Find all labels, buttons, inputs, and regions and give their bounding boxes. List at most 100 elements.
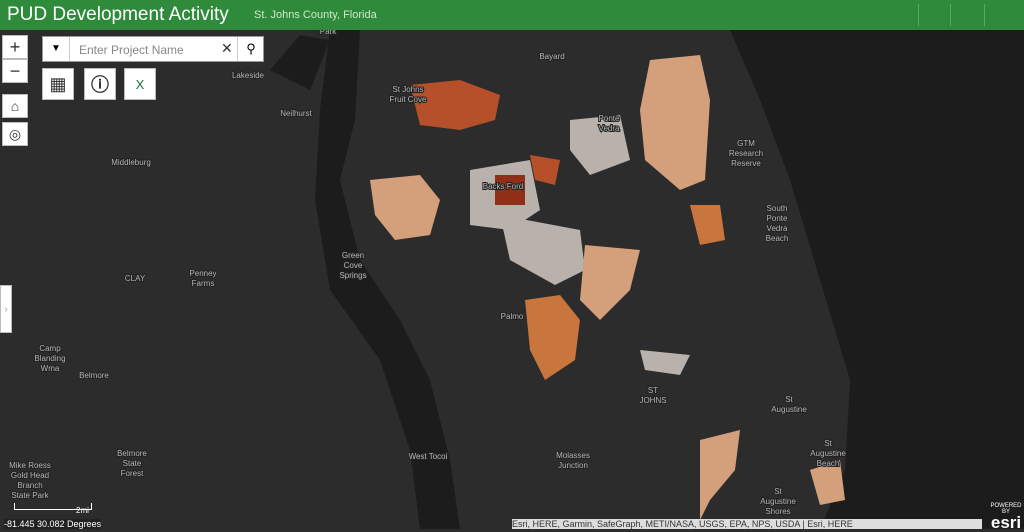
parcel	[570, 115, 630, 175]
place-label-line: St	[824, 439, 832, 448]
place-label-line: Cove	[344, 261, 363, 270]
place-label-line: Shores	[765, 507, 790, 516]
place-label-line: CLAY	[125, 274, 146, 283]
parcel	[810, 460, 845, 505]
place-label: St Johns Fruit Cove	[390, 85, 427, 104]
place-label-line: Bayard	[539, 52, 564, 61]
buildings-tool[interactable]	[950, 4, 973, 26]
layers-button[interactable]: ▦	[42, 68, 74, 100]
place-label-line: Palmo	[501, 312, 524, 321]
place-label-line: Ponte	[599, 114, 620, 123]
place-label-line: St	[774, 487, 782, 496]
parcel	[690, 205, 725, 245]
place-label-line: Blanding	[34, 354, 65, 363]
place-label: St Augustine	[771, 395, 807, 414]
place-label-line: South	[767, 204, 788, 213]
parcel	[370, 175, 440, 240]
search-button[interactable]: ⚲	[237, 37, 264, 61]
place-label-line: St Johns	[392, 85, 423, 94]
zoom-out[interactable]: −	[2, 59, 28, 83]
grid-tool[interactable]	[984, 4, 1007, 26]
place-label-line: West Tocoi	[409, 452, 448, 461]
place-label-line: Forest	[121, 469, 144, 478]
place-label-line: Neilhurst	[280, 109, 312, 118]
zoom-in[interactable]: +	[2, 35, 28, 59]
place-label-line: Fruit Cove	[390, 95, 427, 104]
place-label-line: Research	[729, 149, 763, 158]
scale-bar	[14, 503, 92, 510]
place-label-line: Mike Roess	[9, 461, 51, 470]
place-label-line: Wma	[41, 364, 60, 373]
parcel	[700, 430, 740, 520]
header: PUD Development Activity St. Johns Count…	[0, 0, 1024, 30]
home-tool[interactable]	[918, 4, 941, 26]
place-label: Middleburg	[111, 158, 151, 167]
parcel	[495, 175, 525, 205]
parcel	[580, 245, 640, 320]
place-label: ST JOHNS	[639, 386, 666, 405]
place-label: Park	[320, 27, 337, 36]
place-label: Palmo	[501, 312, 524, 321]
parcel	[500, 215, 585, 285]
parcel	[640, 350, 690, 375]
place-label: South Ponte Vedra Beach	[766, 204, 789, 243]
ocean	[730, 30, 1024, 529]
place-label: Penney Farms	[189, 269, 216, 288]
clear-button[interactable]: ✕	[221, 40, 233, 56]
pud-parcels	[370, 55, 845, 520]
esri-logo: esri	[990, 513, 1022, 532]
place-label-line: Gold Head	[11, 471, 49, 480]
side-toggle[interactable]: ›	[0, 285, 12, 333]
place-label-line: JOHNS	[639, 396, 666, 405]
place-label: Backs Ford	[483, 182, 523, 191]
powered-by: POWERED BY esri	[988, 503, 1024, 531]
place-label: Belmore State Forest	[117, 449, 147, 478]
place-label-line: GTM	[737, 139, 755, 148]
place-label: Ponte Vedra	[599, 114, 620, 133]
info-button[interactable]: ⓘ	[84, 68, 116, 100]
place-label-line: Branch	[17, 481, 42, 490]
place-label-line: Backs Ford	[483, 182, 523, 191]
place-label-line: Augustine	[771, 405, 807, 414]
scale-label: 2mi	[76, 506, 89, 515]
place-label: St Augustine Beach	[810, 439, 846, 468]
place-label-line: Lakeside	[232, 71, 265, 80]
place-label-line: Green	[342, 251, 364, 260]
parcel	[525, 295, 580, 380]
place-label: Belmore	[79, 371, 109, 380]
place-label-line: State Park	[11, 491, 49, 500]
place-label-line: Ponte	[767, 214, 788, 223]
place-label: Molasses Junction	[556, 451, 590, 470]
place-label: St Augustine Shores	[760, 487, 796, 516]
place-label-line: Park	[320, 27, 337, 36]
place-label: CLAY	[125, 274, 146, 283]
search-placeholder: Enter Project Name	[79, 43, 184, 57]
place-label-line: Vedra	[767, 224, 788, 233]
place-label-line: St	[785, 395, 793, 404]
place-label-line: Belmore	[79, 371, 109, 380]
place-label: Lakeside	[232, 71, 265, 80]
place-label-line: Penney	[189, 269, 216, 278]
place-label-line: Farms	[192, 279, 215, 288]
place-label: West Tocoi	[409, 452, 448, 461]
place-label: Camp Blanding Wma	[34, 344, 65, 373]
coordinates: -81.445 30.082 Degrees	[4, 519, 102, 529]
parcel	[530, 155, 560, 185]
search-box[interactable]: ▼ Enter Project Name ✕ ⚲	[42, 36, 264, 62]
place-label-line: ST	[648, 386, 658, 395]
place-label-line: Belmore	[117, 449, 147, 458]
place-label: Neilhurst	[280, 109, 312, 118]
place-label: Green Cove Springs	[339, 251, 366, 280]
excel-button[interactable]: X	[124, 68, 156, 100]
attribution: Esri, HERE, Garmin, SafeGraph, METI/NASA…	[512, 519, 982, 529]
place-label-line: State	[123, 459, 142, 468]
home-button[interactable]: ⌂	[2, 94, 28, 118]
locate-button[interactable]: ◎	[2, 122, 28, 146]
place-label-line: Molasses	[556, 451, 590, 460]
search-dropdown[interactable]: ▼	[43, 37, 70, 61]
parcel	[410, 80, 500, 130]
place-label-line: Vedra	[599, 124, 620, 133]
powered-by-text: POWERED BY	[990, 503, 1022, 515]
place-label-line: Augustine	[760, 497, 796, 506]
